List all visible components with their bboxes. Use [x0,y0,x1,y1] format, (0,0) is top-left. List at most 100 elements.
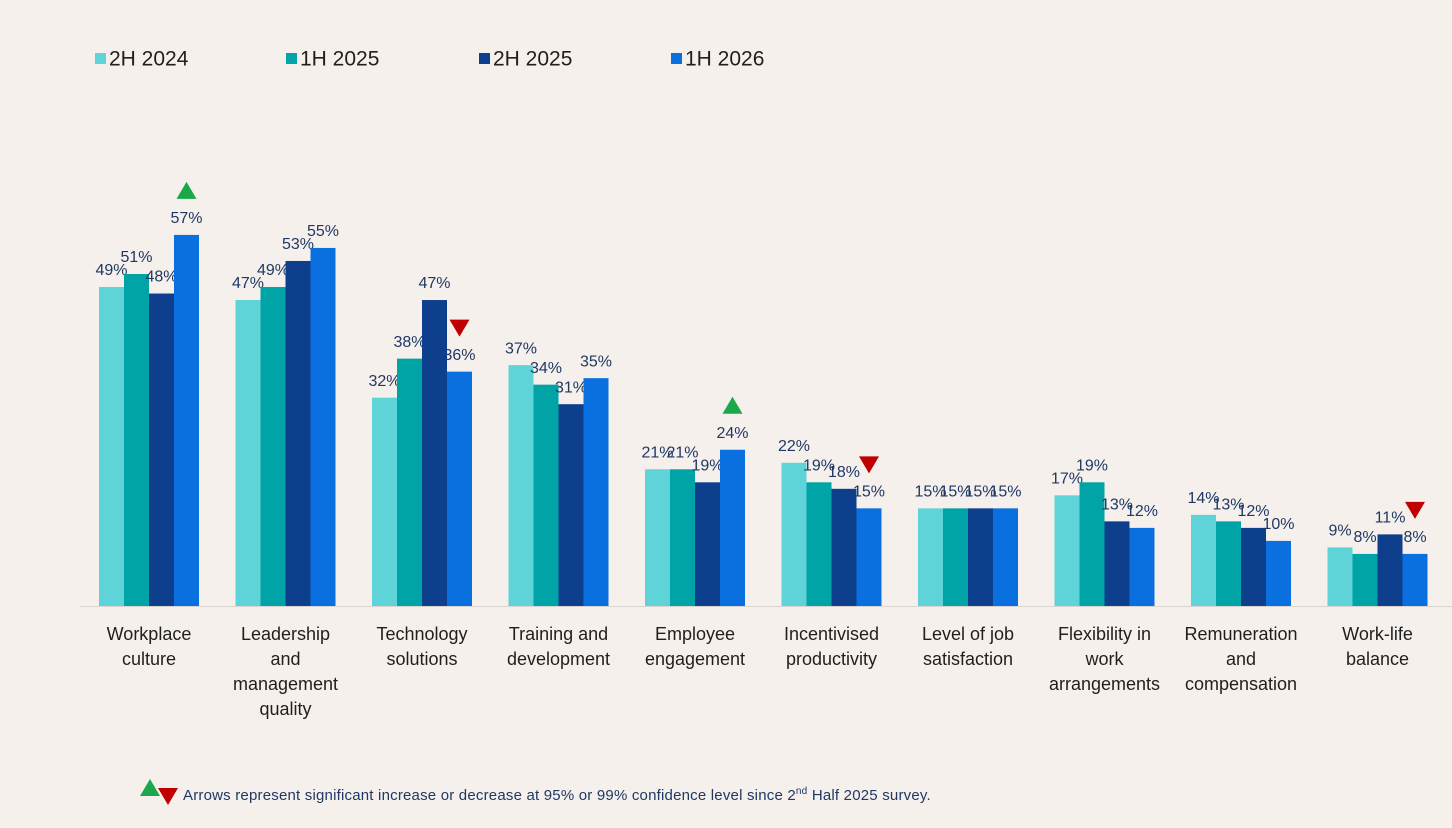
x-tick-label: Level of job satisfaction [921,624,1015,669]
bar [645,469,670,606]
x-tick-label: Leadership and management quality [232,624,339,719]
value-label: 32% [368,373,400,390]
value-label: 51% [120,249,152,266]
x-tick-label: Employee engagement [644,624,746,669]
bar [781,462,807,606]
bar [1266,540,1291,606]
value-label: 13% [1101,497,1133,514]
bar [968,508,993,606]
significance-arrow [859,456,879,474]
bar [695,482,720,606]
value-label: 8% [1353,529,1376,546]
bar [1104,521,1130,606]
bar [422,300,447,606]
value-label: 21% [641,445,673,462]
value-label: 24% [716,425,748,442]
bar [1079,482,1105,606]
value-label: 17% [1051,471,1083,488]
value-label: 19% [1076,458,1108,475]
value-label: 11% [1375,510,1406,527]
bar [1241,527,1266,606]
x-tick-label: Workplace culture [106,624,192,669]
x-tick-label: Flexibility in work arrangements [1048,624,1161,694]
bar [943,508,968,606]
significance-arrow [1405,501,1425,519]
bar [285,260,311,606]
bar [1352,553,1378,606]
value-label: 12% [1126,503,1158,520]
bar [372,397,397,606]
footnote-text: Half 2025 survey. [807,787,931,804]
value-label: 37% [505,340,537,357]
legend-label: 1H 2026 [685,48,764,71]
bar [447,371,472,606]
value-label: 31% [555,379,587,396]
significance-arrow [449,319,470,337]
value-label: 36% [443,347,475,364]
value-label: 18% [828,464,860,481]
bar [1402,553,1428,606]
value-label: 49% [95,262,127,279]
bar [1327,547,1353,606]
bar [235,300,261,606]
legend-swatch [671,53,682,64]
value-label: 19% [803,458,835,475]
bar [149,293,174,606]
value-label: 22% [778,438,810,455]
legend-swatch [286,53,297,64]
x-tick-label: Work-life balance [1342,624,1413,669]
bar [1129,527,1155,606]
x-tick-label: Incentivised productivity [783,624,880,669]
bar [260,287,286,606]
bar [508,365,534,606]
value-label: 47% [418,275,450,292]
legend-swatch [95,53,106,64]
value-label: 15% [914,484,946,501]
bar [1216,521,1241,606]
significance-arrow [176,181,197,199]
footnote: Arrows represent significant increase or… [183,786,931,804]
significance-arrow [158,788,178,805]
value-label: 38% [393,334,425,351]
bar [583,378,609,606]
bar [1191,514,1216,606]
value-label: 49% [257,262,289,279]
value-label: 9% [1328,523,1351,540]
value-label: 15% [853,484,885,501]
bar [124,273,149,606]
legend-swatch [479,53,490,64]
value-label: 34% [530,360,562,377]
value-label: 10% [1262,516,1294,533]
value-label: 53% [282,236,314,253]
footnote-sup: nd [795,786,808,797]
bar [806,482,832,606]
bar [1377,534,1403,606]
value-label: 12% [1237,503,1269,520]
bar [1054,495,1080,606]
bar [174,234,199,606]
legend-label: 2H 2024 [109,48,189,71]
bar [720,449,745,606]
bar [310,247,336,606]
bar [397,358,422,606]
footnote-text: Arrows represent significant increase or… [183,787,796,804]
value-label: 55% [307,223,339,240]
value-label: 19% [691,458,723,475]
value-label: 21% [666,445,698,462]
value-label: 15% [939,484,971,501]
bar [558,404,584,606]
bar [993,508,1018,606]
bar [99,287,124,606]
bar [831,488,857,606]
bar [856,508,882,606]
bar [533,384,559,606]
x-tick-label: Technology solutions [376,624,468,669]
value-label: 15% [964,484,996,501]
value-label: 14% [1187,490,1219,507]
value-label: 13% [1212,497,1244,514]
value-label: 47% [232,275,264,292]
value-label: 8% [1403,529,1426,546]
value-label: 57% [170,210,202,227]
